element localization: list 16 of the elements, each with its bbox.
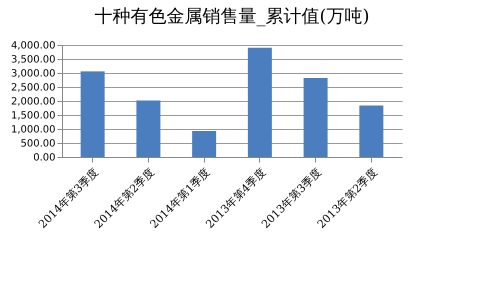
bar — [359, 105, 384, 157]
y-tick-label: 2,000.00 — [10, 96, 56, 108]
bar — [192, 130, 216, 157]
y-tick-label: 3,500.00 — [10, 54, 56, 66]
y-tick-label: 1,500.00 — [10, 110, 56, 122]
bar — [304, 78, 328, 157]
y-tick-label: 2,500.00 — [10, 82, 56, 94]
bar — [248, 48, 272, 157]
chart-title: 十种有色金属销售量_累计值(万吨) — [94, 6, 370, 27]
y-tick-label: 1,000.00 — [10, 124, 56, 136]
bar — [80, 71, 105, 157]
y-tick-label: 0.00 — [33, 152, 56, 164]
y-tick-label: 500.00 — [20, 138, 56, 150]
y-tick-label: 3,000.00 — [10, 68, 56, 80]
bar — [136, 100, 160, 157]
y-tick-label: 4,000.00 — [10, 40, 56, 52]
